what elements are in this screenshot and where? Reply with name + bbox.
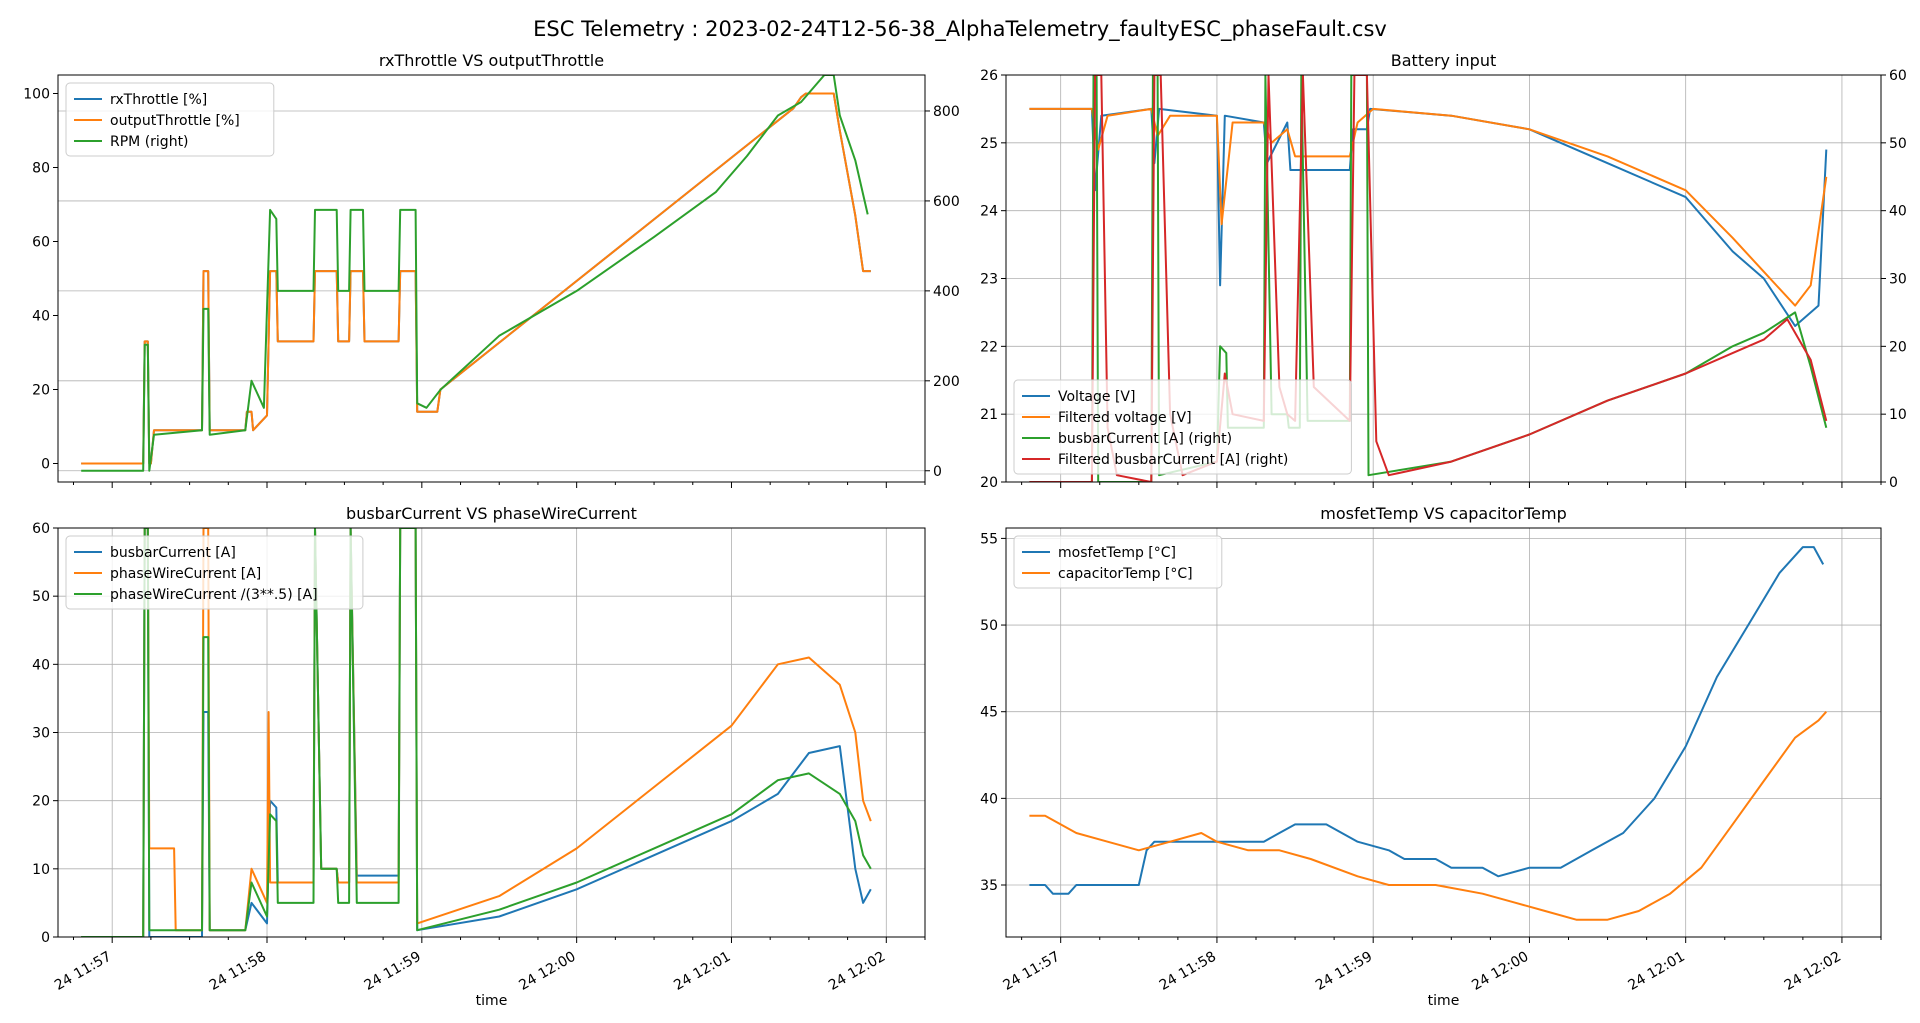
legend-label: phaseWireCurrent /(3**.5) [A] bbox=[110, 587, 318, 603]
legend-label: Voltage [V] bbox=[1058, 389, 1135, 405]
series-line bbox=[81, 75, 869, 472]
series-line bbox=[1029, 711, 1828, 921]
legend-box bbox=[65, 82, 275, 157]
y-tick-label: 0 bbox=[41, 930, 50, 946]
legend: busbarCurrent [A] phaseWireCurrent [A] pha… bbox=[65, 535, 364, 610]
legend: rxThrottle [%] outputThrottle [%] RPM (rig… bbox=[65, 82, 275, 157]
chart-title: busbarCurrent VS phaseWireCurrent bbox=[346, 504, 637, 523]
axes-frame bbox=[1005, 527, 1882, 938]
y2-tick-label: 0 bbox=[933, 464, 942, 480]
legend-label: busbarCurrent [A] (right) bbox=[1058, 431, 1232, 447]
legend: mosfetTemp [°C] capacitorTemp [°C] bbox=[1013, 535, 1223, 589]
y-tick-label: 30 bbox=[32, 726, 50, 742]
y2-tick-label: 40 bbox=[1889, 204, 1907, 220]
y-tick-label: 20 bbox=[980, 475, 998, 491]
series-group bbox=[81, 528, 872, 937]
x-axis-label: time bbox=[476, 993, 508, 1009]
chart-panel-1: rxThrottle VS outputThrottle 0 20 40 60 80 100… bbox=[23, 51, 960, 488]
chart-title: mosfetTemp VS capacitorTemp bbox=[1320, 504, 1566, 523]
chart-title: Battery input bbox=[1391, 51, 1496, 70]
y-tick-label: 55 bbox=[980, 531, 998, 547]
y-tick-label: 0 bbox=[41, 457, 50, 473]
series-group bbox=[1029, 546, 1828, 921]
series-line bbox=[81, 528, 872, 937]
y2-tick-label: 10 bbox=[1889, 407, 1907, 423]
legend-box bbox=[1013, 535, 1223, 589]
figure-title: ESC Telemetry : 2023-02-24T12-56-38_Alph… bbox=[533, 17, 1387, 42]
y-tick-label: 40 bbox=[980, 791, 998, 807]
legend-label: RPM (right) bbox=[110, 134, 189, 150]
y-tick-label: 10 bbox=[32, 862, 50, 878]
y-tick-label: 50 bbox=[32, 589, 50, 605]
y-tick-label: 20 bbox=[32, 794, 50, 810]
axes-frame bbox=[57, 74, 926, 483]
legend-label: capacitorTemp [°C] bbox=[1058, 566, 1193, 582]
y2-tick-label: 50 bbox=[1889, 136, 1907, 152]
legend-box bbox=[1013, 379, 1352, 475]
y-tick-label: 20 bbox=[32, 383, 50, 399]
y-tick-label: 25 bbox=[980, 136, 998, 152]
y-tick-label: 40 bbox=[32, 657, 50, 673]
y-tick-label: 40 bbox=[32, 309, 50, 325]
y-tick-label: 21 bbox=[980, 407, 998, 423]
y2-tick-label: 600 bbox=[933, 194, 960, 210]
series-group bbox=[81, 75, 871, 472]
y2-tick-label: 60 bbox=[1889, 68, 1907, 84]
y-tick-label: 26 bbox=[980, 68, 998, 84]
chart-panel-2: Battery input 20 21 22 23 24 25 26 0 10 20 30 40 50 60… bbox=[980, 51, 1907, 491]
y-tick-label: 50 bbox=[980, 618, 998, 634]
legend-label: rxThrottle [%] bbox=[110, 92, 207, 108]
y-tick-label: 23 bbox=[980, 272, 998, 288]
y2-tick-label: 20 bbox=[1889, 339, 1907, 355]
y-tick-label: 60 bbox=[32, 235, 50, 251]
legend: Voltage [V] Filtered voltage [V] busbarCur… bbox=[1013, 379, 1352, 475]
legend-box bbox=[65, 535, 364, 610]
y2-tick-label: 400 bbox=[933, 284, 960, 300]
chart-title: rxThrottle VS outputThrottle bbox=[379, 51, 604, 70]
y-tick-label: 22 bbox=[980, 339, 998, 355]
series-line bbox=[1029, 546, 1825, 895]
y2-tick-label: 0 bbox=[1889, 475, 1898, 491]
legend-label: Filtered busbarCurrent [A] (right) bbox=[1058, 452, 1288, 468]
y2-tick-label: 30 bbox=[1889, 272, 1907, 288]
y-tick-label: 24 bbox=[980, 204, 998, 220]
y2-tick-label: 200 bbox=[933, 374, 960, 390]
y-tick-label: 80 bbox=[32, 161, 50, 177]
y-tick-label: 35 bbox=[980, 878, 998, 894]
y-tick-label: 100 bbox=[23, 87, 50, 103]
legend-label: phaseWireCurrent [A] bbox=[110, 566, 261, 582]
y2-tick-label: 800 bbox=[933, 104, 960, 120]
x-axis-label: time bbox=[1428, 993, 1460, 1009]
legend-label: busbarCurrent [A] bbox=[110, 545, 236, 561]
legend-label: mosfetTemp [°C] bbox=[1058, 545, 1176, 561]
legend-label: Filtered voltage [V] bbox=[1058, 410, 1192, 426]
legend-label: outputThrottle [%] bbox=[110, 113, 240, 129]
y-tick-label: 45 bbox=[980, 705, 998, 721]
y-tick-label: 60 bbox=[32, 521, 50, 537]
